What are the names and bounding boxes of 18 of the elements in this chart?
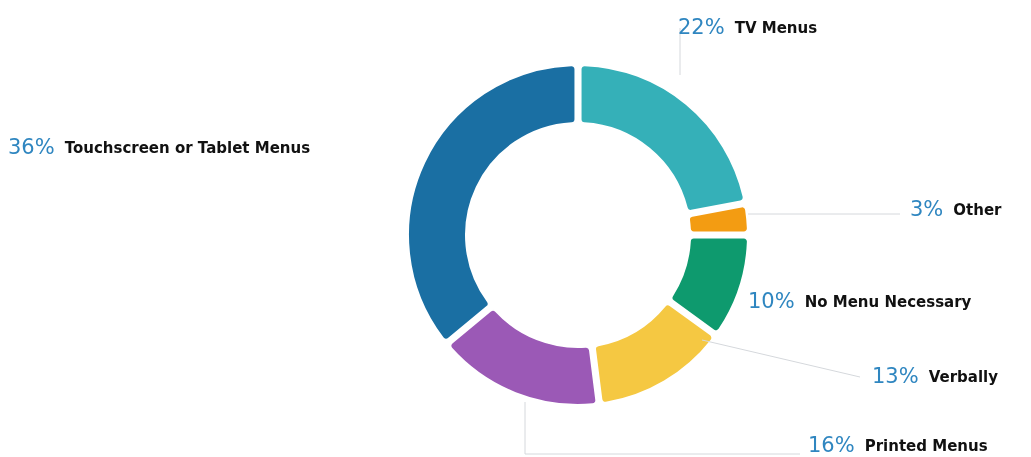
slice-label: Verbally bbox=[928, 367, 999, 386]
donut-slice bbox=[449, 308, 598, 406]
donut-slice bbox=[407, 64, 577, 341]
data-label: 22% bbox=[678, 15, 725, 39]
data-label: 3% bbox=[910, 197, 944, 221]
slice-label: No Menu Necessary bbox=[804, 292, 972, 311]
data-label: 16% bbox=[808, 433, 855, 457]
slice-label: Printed Menus bbox=[864, 436, 988, 455]
slice-label: TV Menus bbox=[734, 18, 818, 37]
donut-slice bbox=[594, 303, 714, 404]
donut-slice bbox=[579, 64, 745, 212]
donut-slice bbox=[670, 236, 749, 333]
data-label: 10% bbox=[748, 289, 795, 313]
slice-label: Other bbox=[953, 200, 1003, 219]
slice-label: Touchscreen or Tablet Menus bbox=[64, 138, 311, 157]
data-label: 36% bbox=[8, 135, 55, 159]
data-label: 13% bbox=[872, 364, 919, 388]
donut-slice bbox=[687, 205, 749, 234]
